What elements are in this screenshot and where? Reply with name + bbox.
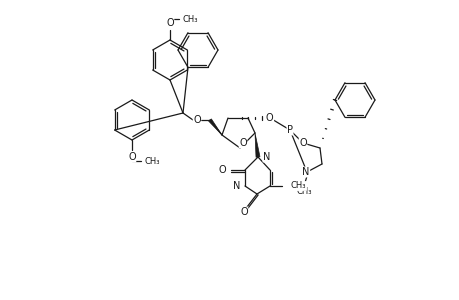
Text: CH₃: CH₃ [145, 157, 160, 166]
Text: P: P [286, 125, 292, 135]
Text: O: O [193, 115, 201, 125]
Text: N: N [232, 181, 240, 191]
Text: CH₃: CH₃ [296, 188, 311, 196]
Text: CH₃: CH₃ [183, 14, 198, 23]
Text: O: O [218, 165, 225, 175]
Text: O: O [166, 18, 174, 28]
Text: O: O [240, 207, 247, 217]
Polygon shape [254, 133, 259, 157]
Text: N: N [263, 152, 270, 162]
Text: O: O [298, 138, 306, 148]
Polygon shape [208, 119, 222, 135]
Text: N: N [302, 167, 309, 177]
Text: CH₃: CH₃ [291, 182, 306, 190]
Text: O: O [128, 152, 135, 162]
Text: O: O [265, 113, 273, 123]
Text: O: O [239, 138, 246, 148]
